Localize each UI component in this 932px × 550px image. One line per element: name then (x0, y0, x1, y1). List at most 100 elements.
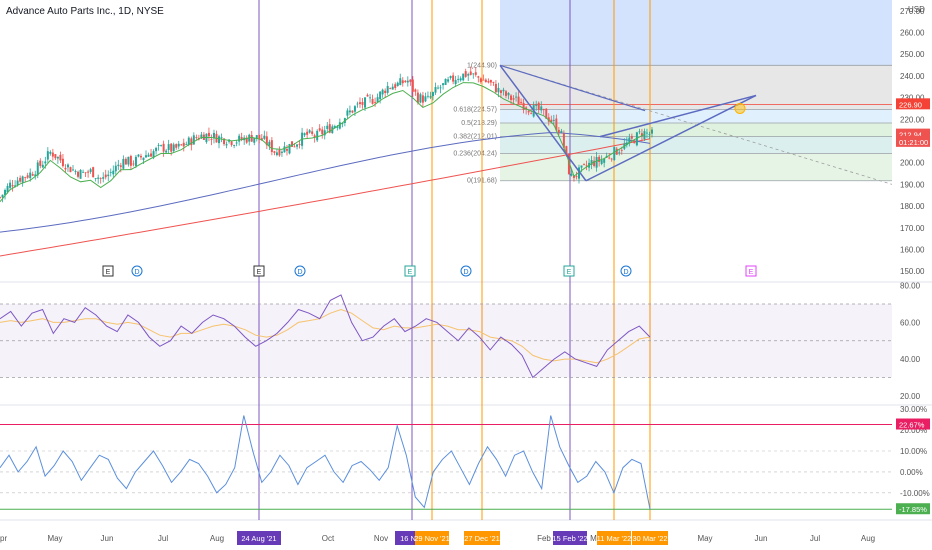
candle-body (26, 175, 29, 178)
candle-body (504, 91, 507, 96)
earnings-marker (745, 265, 757, 277)
price-tick-label: 240.00 (900, 72, 925, 81)
candle-body (323, 130, 326, 136)
candle-body (291, 141, 294, 147)
candle-body (223, 138, 226, 145)
candle-body (638, 131, 641, 133)
candle-body (640, 133, 643, 137)
candle-body (157, 145, 160, 146)
candle-body (394, 84, 397, 89)
candle-body (472, 73, 475, 75)
candle-body (11, 185, 14, 187)
candle-body (321, 129, 324, 135)
candle-body (240, 137, 243, 140)
candle-body (64, 168, 67, 170)
candle-body (379, 91, 382, 100)
candle-body (570, 173, 573, 176)
date-marker-label: 27 Dec '21 (464, 534, 500, 543)
candle-body (479, 78, 482, 82)
candle-body (648, 134, 651, 136)
price-label-box (896, 98, 930, 110)
time-tick-label: Feb (537, 534, 551, 543)
date-marker-box (237, 531, 281, 545)
candle-body (630, 136, 633, 139)
candle-body (439, 87, 442, 89)
candle-body (421, 95, 424, 103)
candle-body (341, 123, 344, 125)
candle-body (311, 131, 314, 134)
time-tick-label: Jul (158, 534, 168, 543)
rsi-tick-label: 40.00 (900, 355, 921, 364)
price-label-box (896, 128, 930, 140)
candle-body (522, 102, 525, 110)
time-tick-label: Aug (861, 534, 875, 543)
candle-body (137, 154, 140, 157)
candle-body (353, 106, 356, 112)
candle-body (172, 144, 175, 152)
candle-body (265, 136, 268, 146)
candle-body (643, 131, 646, 140)
candle-body (399, 78, 402, 85)
candle-body (358, 102, 361, 105)
candle-body (59, 154, 62, 161)
rsi-tick-label: 20.00 (900, 392, 921, 401)
candle-body (336, 126, 339, 128)
date-marker-label: 16 Nov (400, 534, 424, 543)
candle-body (497, 87, 500, 93)
candle-body (484, 79, 487, 82)
candle-body (326, 125, 329, 129)
candle-body (109, 171, 112, 173)
fib-zone (500, 109, 892, 124)
price-tick-label: 150.00 (900, 267, 925, 276)
candle-body (459, 78, 462, 81)
candle-body (306, 131, 309, 135)
candle-body (218, 136, 221, 144)
candle-body (175, 144, 178, 148)
osc-tick-label: 30.00% (900, 405, 927, 414)
candle-body (517, 96, 520, 105)
price-label: 01:21:00 (899, 138, 928, 147)
candle-body (364, 97, 367, 108)
candle-body (628, 137, 631, 144)
candle-body (14, 185, 17, 187)
candle-body (366, 94, 369, 97)
candle-body (454, 80, 457, 85)
candle-body (512, 98, 515, 100)
candle-body (192, 135, 195, 145)
ma-mid-line (0, 132, 651, 233)
candle-body (280, 151, 283, 153)
candle-body (268, 141, 271, 146)
candle-body (296, 144, 299, 147)
candle-body (104, 174, 107, 178)
event-marker-label: E (257, 269, 262, 276)
time-tick-label: May (47, 534, 62, 543)
candle-body (24, 177, 27, 179)
candle-body (303, 133, 306, 136)
candle-body (29, 172, 32, 179)
candle-body (1, 194, 4, 198)
rsi-tick-label: 60.00 (900, 318, 921, 327)
candle-body (66, 164, 69, 168)
candle-body (474, 72, 477, 75)
candle-body (102, 177, 105, 179)
candle-body (298, 144, 301, 145)
price-label: 226.90 (899, 100, 922, 109)
osc-tick-label: 20.00% (900, 426, 927, 435)
candle-body (615, 148, 618, 155)
candle-body (396, 82, 399, 86)
candle-body (434, 87, 437, 93)
candle-body (99, 177, 102, 179)
osc-tick-label: -10.00% (900, 489, 930, 498)
candle-body (542, 108, 545, 111)
osc-level-box (896, 418, 930, 430)
fib-zone (500, 123, 892, 137)
time-tick-label: pr (0, 534, 7, 543)
date-marker-label: 30 Mar '22 (632, 534, 667, 543)
candle-body (31, 174, 34, 176)
candle-body (77, 171, 80, 177)
candle-body (437, 87, 440, 89)
candle-body (620, 149, 623, 151)
event-marker-label: E (567, 269, 572, 276)
candle-body (374, 101, 377, 103)
candle-body (39, 160, 42, 166)
